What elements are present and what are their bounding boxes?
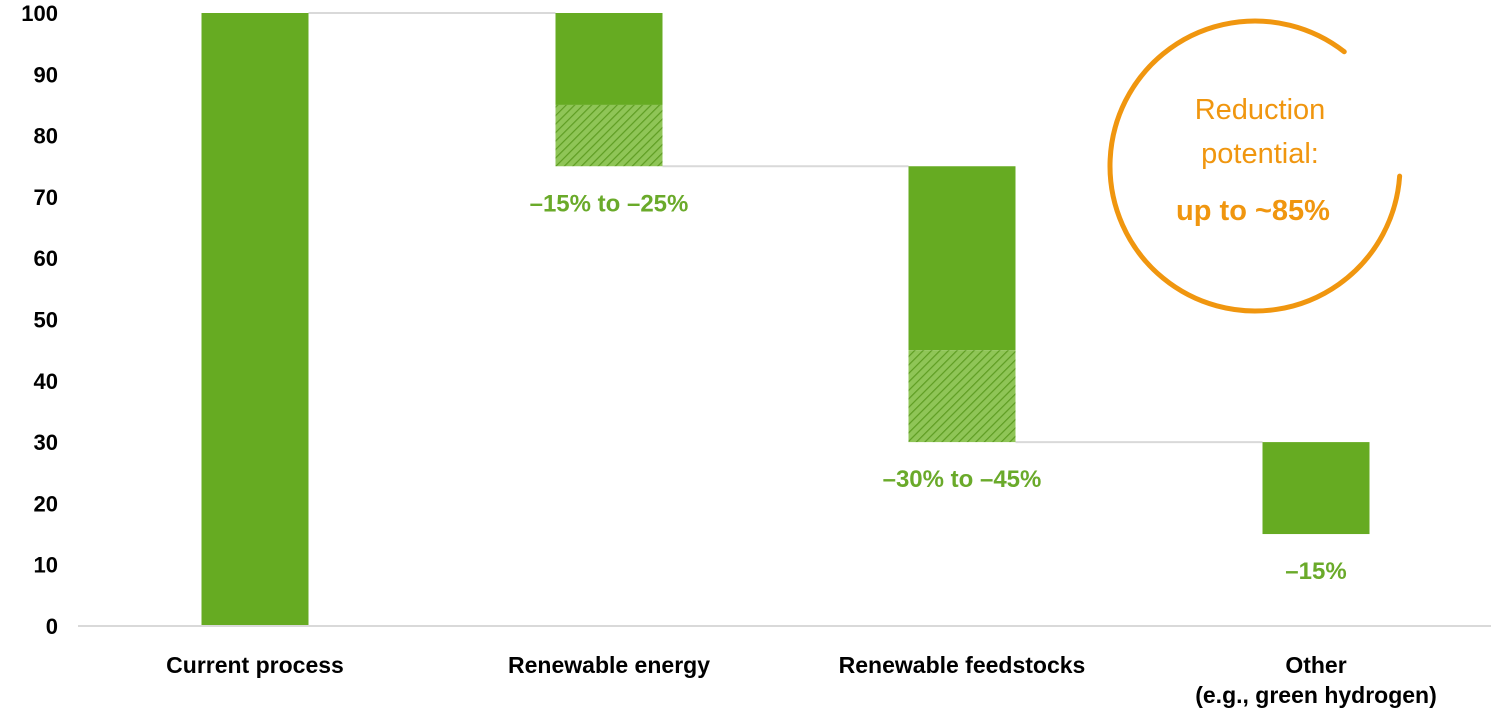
bar-solid [1262, 442, 1370, 535]
category-labels: Current process Renewable energy Renewable… [166, 652, 1437, 708]
connector-lines [308, 12, 1263, 444]
data-label: –30% to –45% [883, 466, 1042, 493]
category-label: Current process [166, 652, 344, 678]
y-tick-label: 40 [34, 369, 58, 394]
y-tick-label: 70 [34, 185, 58, 210]
y-tick-label: 10 [34, 553, 58, 578]
bar-solid [201, 13, 309, 626]
y-tick-label: 90 [34, 62, 58, 87]
y-axis-tick-labels: 0 10 20 30 40 50 60 70 80 90 100 [21, 1, 58, 639]
y-tick-label: 20 [34, 491, 58, 516]
bar-solid [555, 13, 663, 105]
y-tick-label: 30 [34, 430, 58, 455]
y-tick-label: 0 [46, 614, 58, 639]
bar-solid [908, 166, 1016, 351]
data-label: –15% to –25% [530, 190, 689, 217]
y-tick-label: 60 [34, 246, 58, 271]
callout-circle-arc [1107, 18, 1403, 314]
bar-hatched-range [908, 350, 1016, 443]
bar-hatched-range [555, 104, 663, 167]
y-tick-label: 100 [21, 1, 58, 26]
category-label: Renewable energy [508, 652, 710, 678]
category-label: Renewable feedstocks [839, 652, 1086, 678]
reduction-callout: Reduction potential: up to ~85% [1107, 18, 1403, 314]
data-label: –15% [1285, 558, 1346, 585]
y-tick-label: 80 [34, 124, 58, 149]
data-labels: –15% to –25% –30% to –45% –15% [530, 190, 1347, 585]
callout-line-3: up to ~85% [1176, 195, 1330, 227]
callout-line-1: Reduction [1195, 94, 1326, 126]
category-label: (e.g., green hydrogen) [1195, 682, 1437, 708]
category-label: Other [1285, 652, 1346, 678]
bars [201, 13, 1370, 626]
callout-line-2: potential: [1201, 138, 1319, 170]
y-tick-label: 50 [34, 308, 58, 333]
